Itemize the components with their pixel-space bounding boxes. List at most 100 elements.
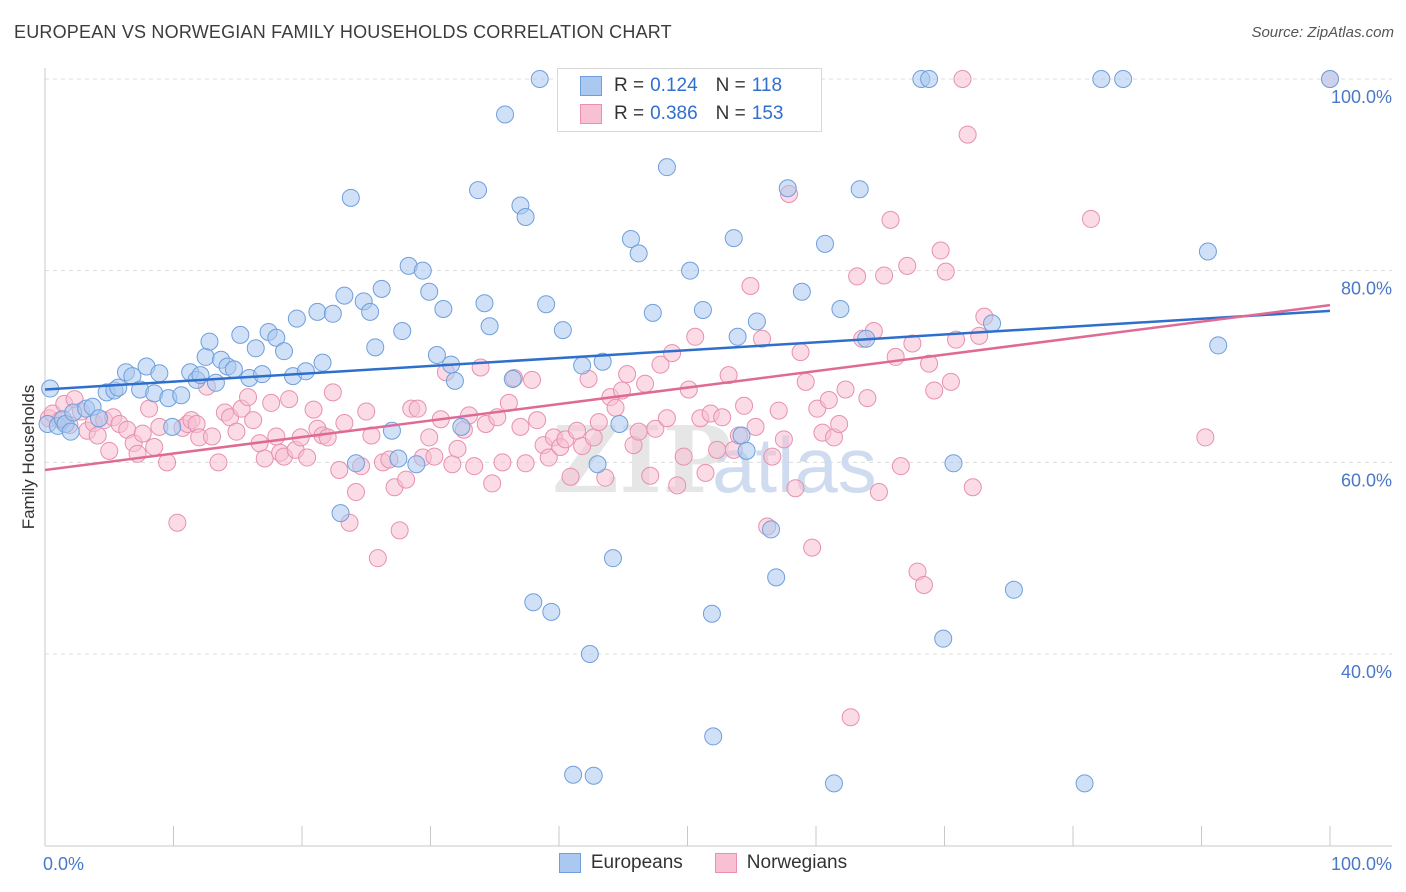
europeans-point	[1114, 70, 1133, 88]
europeans-point	[89, 409, 108, 428]
norwegians-point	[209, 453, 228, 472]
norwegians-point	[646, 419, 665, 438]
norwegians-point	[925, 381, 944, 400]
europeans-point	[983, 314, 1002, 333]
norwegians-point	[841, 708, 860, 727]
norwegians-point	[516, 454, 535, 473]
trend-lines	[44, 303, 1331, 472]
norwegians-point	[298, 448, 317, 467]
europeans-point	[767, 568, 786, 587]
norwegians-point	[158, 453, 177, 472]
europeans-point	[496, 105, 515, 124]
norwegians-point	[511, 417, 530, 436]
norwegians-point	[947, 330, 966, 349]
norwegians-point	[584, 428, 603, 447]
europeans-point	[584, 766, 603, 785]
x-tick-labels: 0.0% 100.0%	[43, 854, 1392, 874]
norwegians-point	[786, 479, 805, 498]
europeans-point	[621, 230, 640, 249]
europeans-point	[815, 234, 834, 253]
europeans-point	[553, 321, 572, 340]
norwegians-point	[819, 391, 838, 410]
europeans-point	[850, 180, 869, 199]
norwegians-point	[651, 355, 670, 374]
norwegians-point	[663, 344, 682, 363]
norwegians-point	[674, 447, 693, 466]
norwegians-point	[803, 538, 822, 557]
norwegians-point	[397, 470, 416, 489]
norwegians-point	[796, 372, 815, 391]
europeans-legend-label: Europeans	[590, 852, 683, 873]
norwegians-point	[589, 413, 608, 432]
europeans-point	[588, 455, 607, 474]
europeans-point	[1075, 774, 1094, 793]
europeans-point	[206, 373, 225, 392]
norwegians-point	[941, 372, 960, 391]
norwegians-point	[133, 424, 152, 443]
norwegians-point	[606, 398, 625, 417]
norwegians-point	[920, 354, 939, 373]
norwegians-point	[735, 396, 754, 415]
europeans-point	[537, 295, 556, 314]
europeans-point	[1321, 70, 1339, 88]
europeans-point	[366, 338, 385, 357]
norwegians-point	[100, 441, 119, 460]
europeans-point	[503, 369, 522, 388]
europeans-point	[452, 417, 471, 436]
norwegians-point	[931, 241, 950, 260]
norwegians-point	[262, 393, 281, 412]
europeans-r-value: 0.124	[650, 75, 698, 96]
norwegians-swatch	[580, 104, 602, 124]
norwegians-r-value: 0.386	[650, 103, 698, 124]
norwegians-point	[368, 549, 387, 568]
norwegians-point	[958, 125, 977, 144]
norwegians-point	[539, 448, 558, 467]
europeans-point	[427, 346, 446, 364]
europeans-point	[831, 300, 850, 318]
legend-item-europeans[interactable]: Europeans	[558, 852, 683, 874]
legend-row-europeans: R = 0.124 N = 118	[580, 73, 782, 99]
europeans-n-value: 118	[751, 75, 783, 96]
norwegians-point	[875, 266, 894, 285]
norwegians-point	[686, 327, 705, 346]
europeans-legend-swatch	[558, 853, 581, 873]
y-tick-40: 40.0%	[1341, 662, 1392, 682]
europeans-point	[196, 347, 215, 366]
europeans-point	[420, 282, 439, 301]
europeans-point	[920, 70, 939, 88]
europeans-point	[542, 602, 561, 621]
norwegians-point	[753, 329, 772, 348]
y-tick-100: 100.0%	[1331, 87, 1392, 107]
norwegians-point	[936, 262, 955, 281]
europeans-point	[267, 328, 286, 347]
norwegians-point	[741, 277, 760, 295]
norwegians-point	[696, 463, 715, 482]
norwegians-point	[719, 366, 738, 385]
europeans-point	[762, 520, 781, 539]
norwegians-point	[679, 380, 698, 399]
norwegians-point	[483, 474, 502, 493]
norwegians-point	[493, 453, 512, 472]
norwegians-point	[420, 428, 439, 447]
europeans-point	[747, 312, 766, 331]
europeans-point	[704, 727, 723, 746]
norwegians-point	[769, 401, 788, 420]
europeans-point	[944, 454, 963, 473]
norwegians-point	[791, 343, 810, 362]
europeans-point	[681, 261, 700, 280]
legend-item-norwegians[interactable]: Norwegians	[714, 852, 847, 874]
norwegians-point	[858, 389, 877, 408]
norwegians-legend-swatch	[714, 853, 737, 873]
norwegians-point	[869, 483, 888, 502]
y-axis-label: Family Households	[19, 385, 38, 530]
x-tick-max: 100.0%	[1331, 854, 1392, 874]
norwegians-point	[318, 428, 337, 447]
norwegians-point	[668, 476, 687, 495]
europeans-point	[693, 300, 712, 319]
axes	[44, 68, 1392, 847]
europeans-point	[934, 629, 953, 648]
source-label: Source: ZipAtlas.com	[1251, 24, 1394, 41]
europeans-n-label: N =	[715, 75, 746, 96]
europeans-point	[564, 765, 583, 784]
europeans-point	[407, 455, 426, 474]
